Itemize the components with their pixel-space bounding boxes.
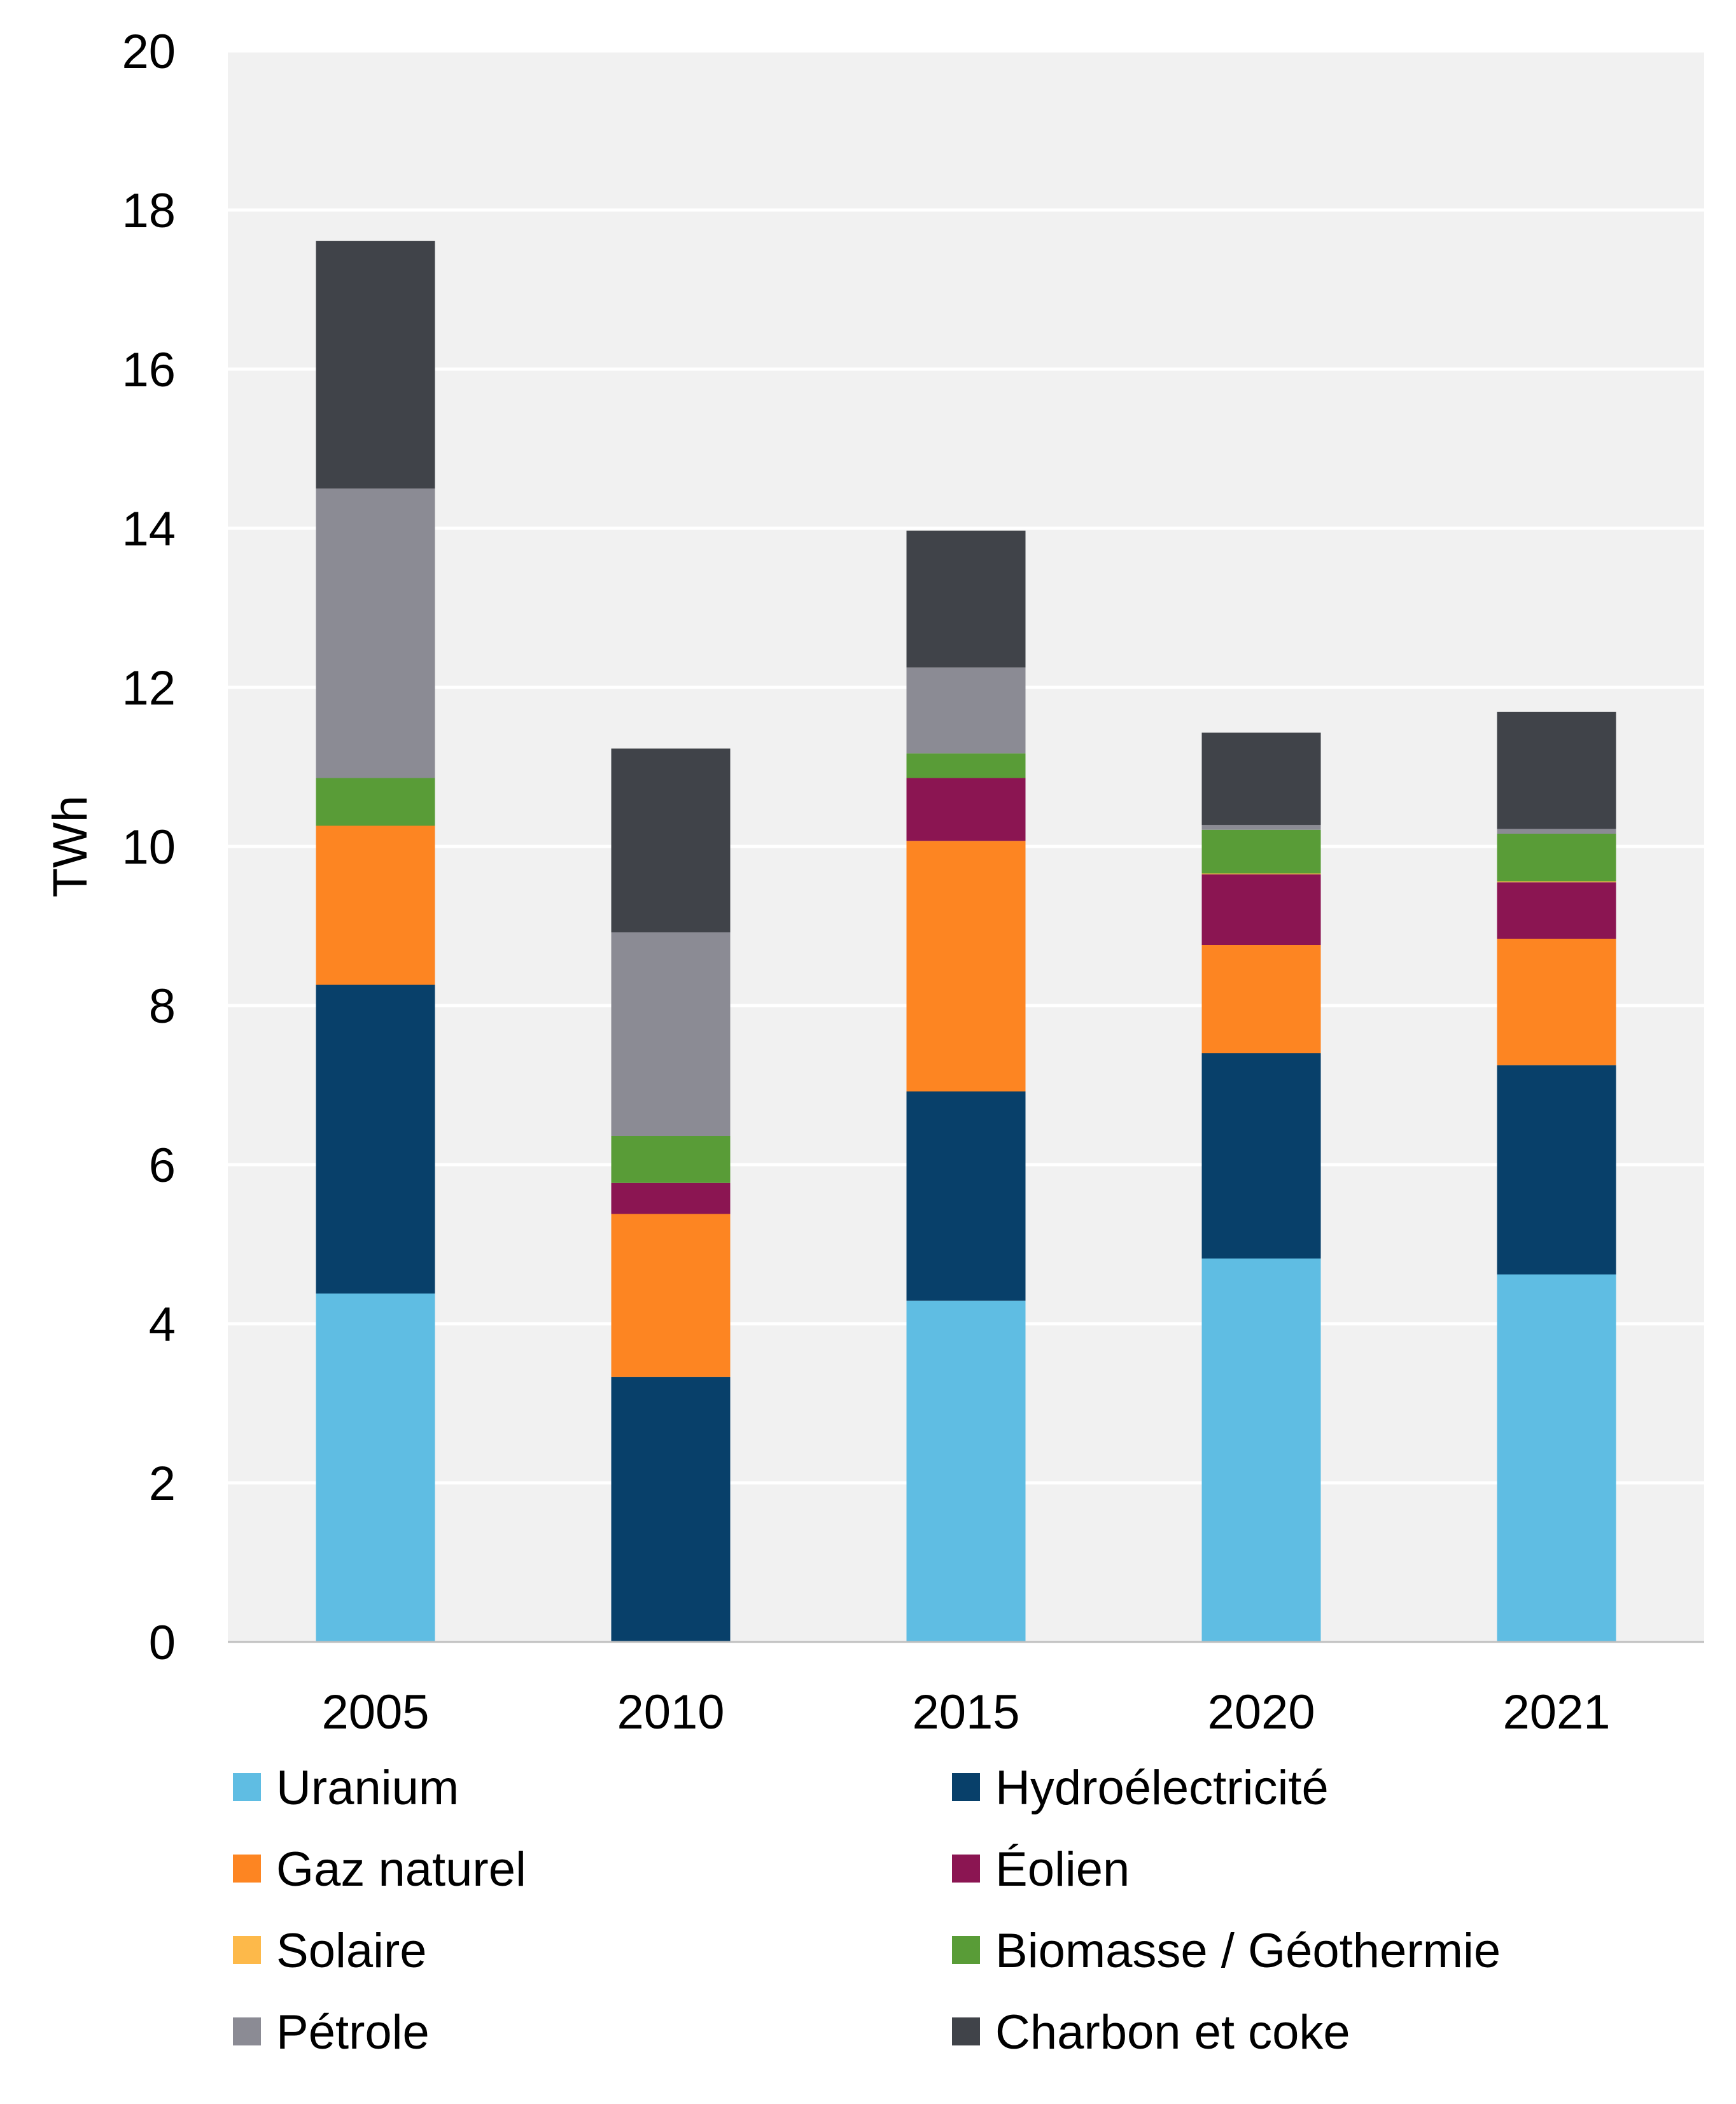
bar-segment (1201, 874, 1321, 945)
x-tick-labels: 2005 2010 2015 2020 2021 (321, 1685, 1610, 1739)
y-tick-label: 6 (149, 1139, 176, 1193)
legend-label: Biomasse / Géothermie (995, 1924, 1501, 1978)
bars (316, 241, 1616, 1642)
legend-label: Éolien (995, 1842, 1130, 1897)
legend-swatch (233, 2017, 261, 2045)
legend-label: Solaire (276, 1924, 427, 1978)
bar-segment (1497, 1065, 1616, 1275)
legend-swatch (233, 1936, 261, 1964)
bar-segment (906, 1300, 1026, 1642)
bar-segment (611, 932, 731, 1136)
legend-label: Charbon et coke (995, 2005, 1350, 2059)
bar-segment (316, 778, 435, 826)
bar-segment (611, 1182, 731, 1214)
bar-segment (1497, 834, 1616, 881)
bar-segment (906, 530, 1026, 668)
x-tick-label: 2015 (912, 1685, 1019, 1739)
bar-segment (1497, 881, 1616, 883)
bar-segment (906, 841, 1026, 1091)
x-tick-label: 2005 (321, 1685, 429, 1739)
legend-swatch (952, 1773, 980, 1801)
legend-swatch (233, 1773, 261, 1801)
bar-segment (1497, 939, 1616, 1065)
bar-segment (906, 778, 1026, 841)
y-tick-label: 4 (149, 1298, 176, 1352)
legend-label: Uranium (276, 1761, 459, 1815)
bar-segment (1201, 1053, 1321, 1259)
x-tick-label: 2020 (1207, 1685, 1315, 1739)
y-tick-label: 0 (149, 1616, 176, 1670)
y-tick-label: 20 (122, 25, 176, 79)
y-tick-label: 10 (122, 820, 176, 874)
legend-label: Gaz naturel (276, 1842, 526, 1897)
y-tick-labels: 0 2 4 6 8 10 12 14 16 18 20 (122, 25, 176, 1670)
y-tick-label: 18 (122, 184, 176, 238)
bar-segment (1201, 1258, 1321, 1642)
y-axis-label: TWh (43, 796, 97, 897)
bar-segment (906, 1091, 1026, 1301)
y-tick-label: 8 (149, 979, 176, 1034)
bar-segment (611, 1214, 731, 1377)
bar-segment (1497, 712, 1616, 829)
bar-segment (1201, 733, 1321, 825)
y-tick-label: 16 (122, 343, 176, 397)
y-tick-label: 14 (122, 502, 176, 556)
bar-segment (611, 748, 731, 932)
bar-segment (316, 488, 435, 778)
bar-segment (1201, 945, 1321, 1053)
y-tick-label: 12 (122, 661, 176, 715)
bar-segment (1201, 825, 1321, 830)
legend-label: Hydroélectricité (995, 1761, 1329, 1815)
bar-segment (906, 753, 1026, 778)
bar-segment (906, 667, 1026, 754)
bar-segment (316, 1293, 435, 1642)
bar-segment (1497, 1274, 1616, 1642)
bar-segment (611, 1136, 731, 1183)
y-tick-label: 2 (149, 1457, 176, 1511)
bar-segment (316, 985, 435, 1294)
bar-segment (1497, 882, 1616, 939)
bar-segment (1201, 829, 1321, 874)
bar-segment (1497, 829, 1616, 834)
bar-segment (611, 1377, 731, 1642)
legend: Uranium Hydroélectricité Gaz naturel Éolien… (233, 1761, 1501, 2059)
bar-segment (316, 241, 435, 489)
x-tick-label: 2021 (1502, 1685, 1610, 1739)
legend-swatch (952, 1936, 980, 1964)
legend-swatch (952, 2017, 980, 2045)
x-tick-label: 2010 (617, 1685, 724, 1739)
legend-swatch (952, 1855, 980, 1883)
legend-label: Pétrole (276, 2005, 430, 2059)
legend-swatch (233, 1855, 261, 1883)
bar-segment (316, 825, 435, 985)
